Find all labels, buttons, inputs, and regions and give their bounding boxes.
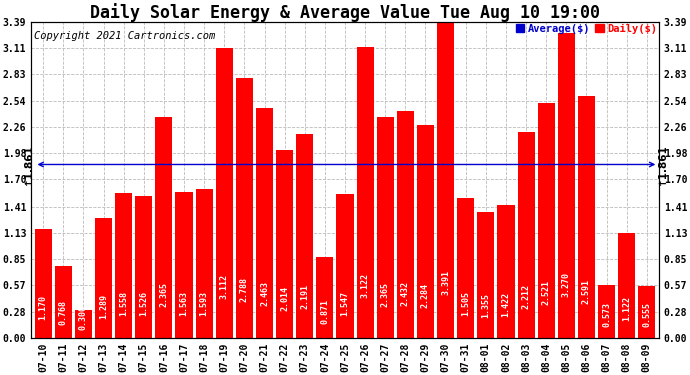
Text: 1.422: 1.422	[502, 292, 511, 317]
Text: 1.563: 1.563	[179, 291, 188, 316]
Text: 3.270: 3.270	[562, 272, 571, 297]
Text: ↑1.861: ↑1.861	[657, 144, 667, 185]
Bar	[578, 96, 595, 338]
Bar	[135, 196, 152, 338]
Text: 1.170: 1.170	[39, 295, 48, 320]
Text: ↑1.861: ↑1.861	[23, 144, 33, 185]
Bar	[397, 111, 414, 338]
Bar	[236, 78, 253, 338]
Text: 3.391: 3.391	[441, 270, 450, 296]
Bar	[518, 132, 535, 338]
Bar	[638, 286, 655, 338]
Text: 1.526: 1.526	[139, 291, 148, 316]
Bar	[195, 189, 213, 338]
Text: 2.463: 2.463	[260, 281, 269, 306]
Bar	[256, 108, 273, 338]
Bar	[175, 192, 193, 338]
Text: Copyright 2021 Cartronics.com: Copyright 2021 Cartronics.com	[34, 32, 215, 41]
Text: 2.521: 2.521	[542, 280, 551, 305]
Bar	[316, 257, 333, 338]
Bar	[377, 117, 394, 338]
Bar	[95, 218, 112, 338]
Text: 2.365: 2.365	[159, 282, 168, 307]
Text: 2.212: 2.212	[522, 284, 531, 309]
Text: 0.555: 0.555	[642, 302, 651, 327]
Text: 3.112: 3.112	[220, 273, 229, 298]
Text: 0.871: 0.871	[320, 298, 329, 324]
Bar	[457, 198, 474, 338]
Text: 1.289: 1.289	[99, 294, 108, 319]
Bar	[417, 125, 434, 338]
Text: 2.365: 2.365	[381, 282, 390, 307]
Bar	[437, 22, 454, 338]
Text: 2.191: 2.191	[300, 284, 309, 309]
Bar	[357, 47, 374, 338]
Bar	[276, 150, 293, 338]
Bar	[115, 193, 132, 338]
Text: 1.593: 1.593	[199, 291, 208, 315]
Text: 1.547: 1.547	[340, 291, 350, 316]
Bar	[55, 266, 72, 338]
Text: 0.300: 0.300	[79, 305, 88, 330]
Bar	[155, 117, 172, 338]
Bar	[497, 206, 515, 338]
Text: 1.505: 1.505	[461, 291, 470, 316]
Bar	[598, 285, 615, 338]
Text: 1.558: 1.558	[119, 291, 128, 316]
Text: 1.122: 1.122	[622, 296, 631, 321]
Text: 2.014: 2.014	[280, 286, 289, 311]
Text: 1.355: 1.355	[482, 293, 491, 318]
Text: 3.122: 3.122	[361, 273, 370, 298]
Text: 2.591: 2.591	[582, 279, 591, 304]
Bar	[296, 134, 313, 338]
Legend: Average($), Daily($): Average($), Daily($)	[516, 24, 657, 34]
Bar	[558, 33, 575, 338]
Bar	[337, 194, 353, 338]
Bar	[538, 103, 555, 338]
Text: 0.768: 0.768	[59, 300, 68, 325]
Bar	[618, 233, 635, 338]
Bar	[34, 229, 52, 338]
Bar	[75, 310, 92, 338]
Bar	[216, 48, 233, 338]
Text: 2.432: 2.432	[401, 281, 410, 306]
Text: 2.284: 2.284	[421, 283, 430, 308]
Title: Daily Solar Energy & Average Value Tue Aug 10 19:00: Daily Solar Energy & Average Value Tue A…	[90, 3, 600, 22]
Bar	[477, 211, 495, 338]
Text: 0.573: 0.573	[602, 302, 611, 327]
Text: 2.788: 2.788	[240, 277, 249, 302]
